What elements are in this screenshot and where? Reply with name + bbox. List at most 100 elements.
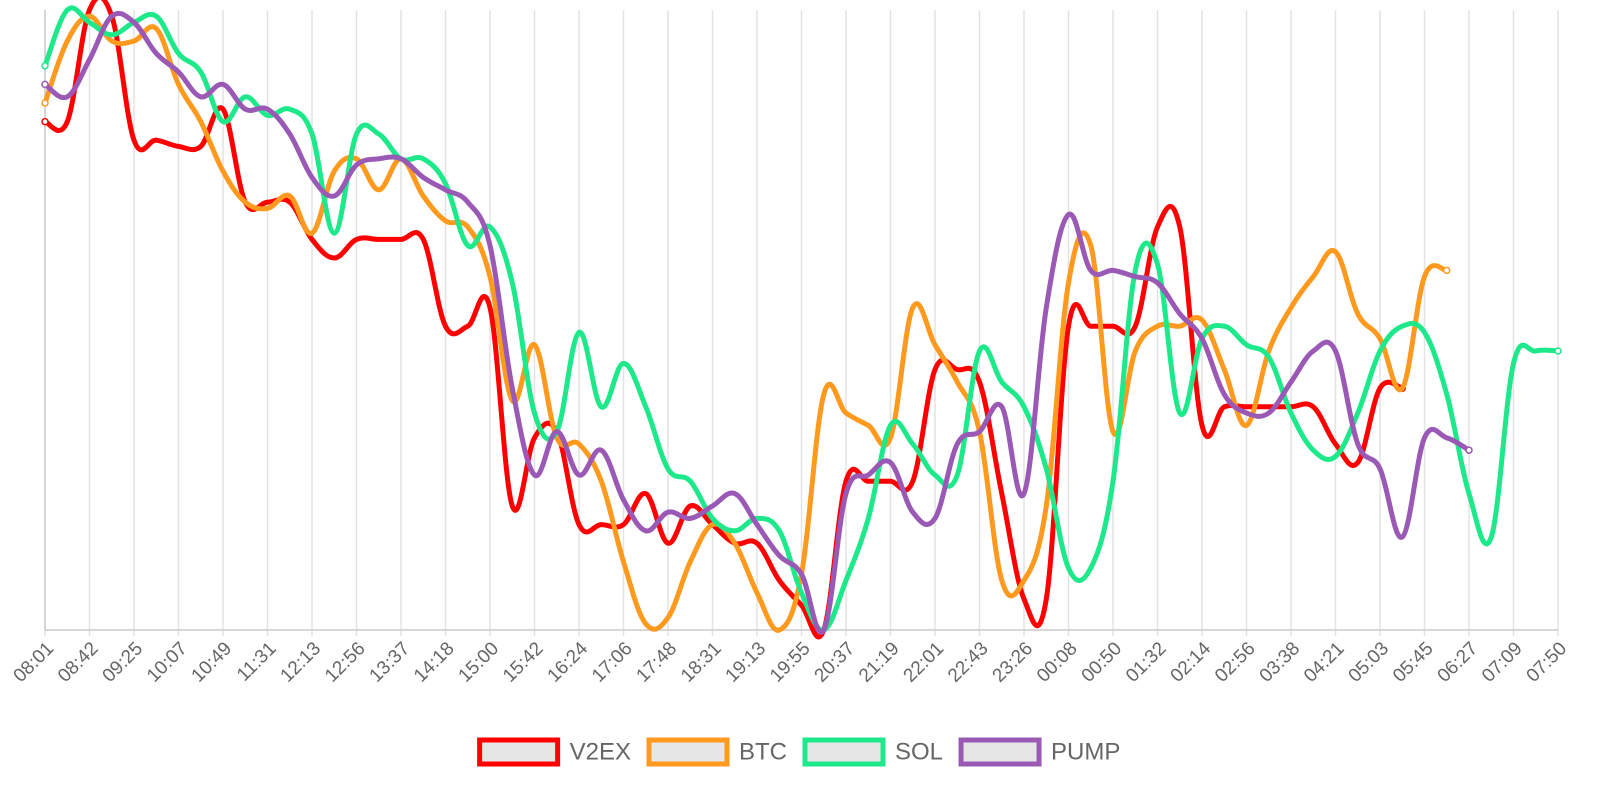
data-point-v2ex — [1333, 441, 1338, 447]
x-tick-label: 15:00 — [455, 638, 503, 686]
data-point-btc — [1066, 280, 1071, 286]
data-point-sol — [465, 243, 471, 249]
data-point-btc — [598, 478, 604, 484]
x-tick-label: 12:56 — [321, 638, 369, 686]
legend-item-v2ex[interactable]: V2EX — [477, 737, 631, 767]
data-point-v2ex — [64, 119, 70, 124]
data-point-btc — [1355, 311, 1361, 317]
data-point-v2ex — [643, 491, 649, 497]
data-point-v2ex — [598, 522, 604, 527]
data-point-pump — [821, 627, 827, 633]
data-point-v2ex — [465, 323, 471, 329]
data-point-sol — [242, 94, 248, 100]
series-sol — [41, 5, 1562, 633]
data-point-btc — [87, 13, 92, 19]
data-point-btc — [821, 391, 827, 397]
x-tick-label: 05:45 — [1389, 638, 1437, 686]
data-point-sol — [443, 181, 448, 187]
legend-label-btc: BTC — [739, 738, 787, 765]
data-point-pump — [331, 193, 337, 199]
x-tick-label: 22:43 — [944, 638, 992, 686]
data-point-pump — [309, 174, 315, 180]
legend-item-sol[interactable]: SOL — [802, 737, 943, 767]
data-point-v2ex — [865, 478, 871, 484]
data-point-pump — [710, 503, 715, 509]
data-point-btc — [910, 305, 916, 311]
data-point-v2ex — [932, 367, 938, 373]
data-point-pump — [220, 82, 226, 87]
data-point-pump — [1333, 348, 1338, 354]
data-point-btc — [1221, 367, 1227, 373]
data-point-pump — [487, 243, 493, 249]
data-point-btc — [1088, 243, 1094, 249]
data-point-v2ex — [309, 236, 315, 242]
data-point-sol — [87, 19, 92, 25]
data-point-sol — [843, 578, 849, 583]
data-point-pump — [465, 199, 471, 205]
x-tick-label: 12:13 — [277, 638, 325, 686]
data-point-sol — [220, 119, 226, 124]
data-point-pump — [1132, 274, 1138, 280]
data-point-pump — [799, 571, 804, 577]
data-point-sol — [954, 472, 960, 478]
data-point-btc — [1288, 305, 1294, 311]
data-point-btc — [843, 410, 849, 416]
data-point-btc — [1333, 249, 1338, 255]
data-point-v2ex — [776, 578, 782, 583]
data-point-sol — [1444, 391, 1450, 397]
data-point-sol — [710, 516, 715, 521]
x-tick-label: 21:19 — [855, 638, 903, 686]
data-point-pump — [287, 131, 293, 137]
data-point-btc — [954, 379, 960, 385]
data-point-btc — [1043, 503, 1049, 509]
data-point-sol — [64, 7, 70, 13]
x-tick-label: 00:08 — [1033, 638, 1081, 686]
x-tick-label: 19:55 — [766, 638, 814, 686]
data-point-btc — [198, 119, 204, 124]
x-tick-label: 17:06 — [588, 638, 636, 686]
x-tick-label: 22:01 — [900, 638, 948, 686]
data-point-pump — [443, 187, 448, 193]
data-point-v2ex — [420, 236, 426, 242]
data-point-v2ex — [1155, 224, 1160, 230]
x-tick-label: 10:07 — [143, 638, 191, 686]
legend-item-pump[interactable]: PUMP — [958, 737, 1120, 767]
data-point-btc — [1199, 317, 1205, 323]
data-point-v2ex — [1066, 323, 1071, 329]
data-point-v2ex — [376, 236, 382, 242]
data-point-pump — [954, 441, 960, 447]
data-point-sol — [621, 360, 626, 366]
data-point-btc — [665, 615, 671, 620]
data-point-v2ex — [687, 503, 693, 509]
data-point-btc — [732, 540, 738, 546]
data-point-btc — [64, 38, 70, 44]
data-point-pump — [198, 94, 204, 100]
x-tick-label: 15:42 — [499, 638, 547, 686]
data-point-btc — [1377, 336, 1383, 342]
data-point-sol — [487, 224, 493, 230]
data-point-v2ex — [1021, 596, 1027, 602]
data-point-sol — [532, 410, 537, 416]
data-point-sol — [643, 404, 649, 410]
axes — [44, 10, 1558, 631]
data-point-sol — [888, 422, 893, 428]
data-point-pump — [1377, 466, 1383, 472]
data-point-btc — [153, 26, 159, 32]
data-point-sol — [1355, 410, 1361, 416]
data-point-pump — [932, 516, 938, 521]
x-tick-label: 11:31 — [233, 638, 280, 685]
data-point-pump — [1177, 311, 1183, 317]
legend-item-btc[interactable]: BTC — [646, 737, 787, 767]
x-tick-label: 14:18 — [410, 638, 458, 686]
data-point-v2ex — [1088, 323, 1094, 329]
data-point-sol — [1066, 565, 1071, 571]
data-point-btc — [220, 168, 226, 174]
data-point-sol — [153, 13, 159, 19]
data-point-btc — [710, 522, 715, 527]
data-point-sol — [1288, 410, 1294, 416]
data-point-pump — [109, 13, 115, 19]
data-point-v2ex — [331, 255, 337, 261]
data-point-sol — [1488, 534, 1494, 540]
x-tick-label: 18:31 — [677, 638, 725, 686]
